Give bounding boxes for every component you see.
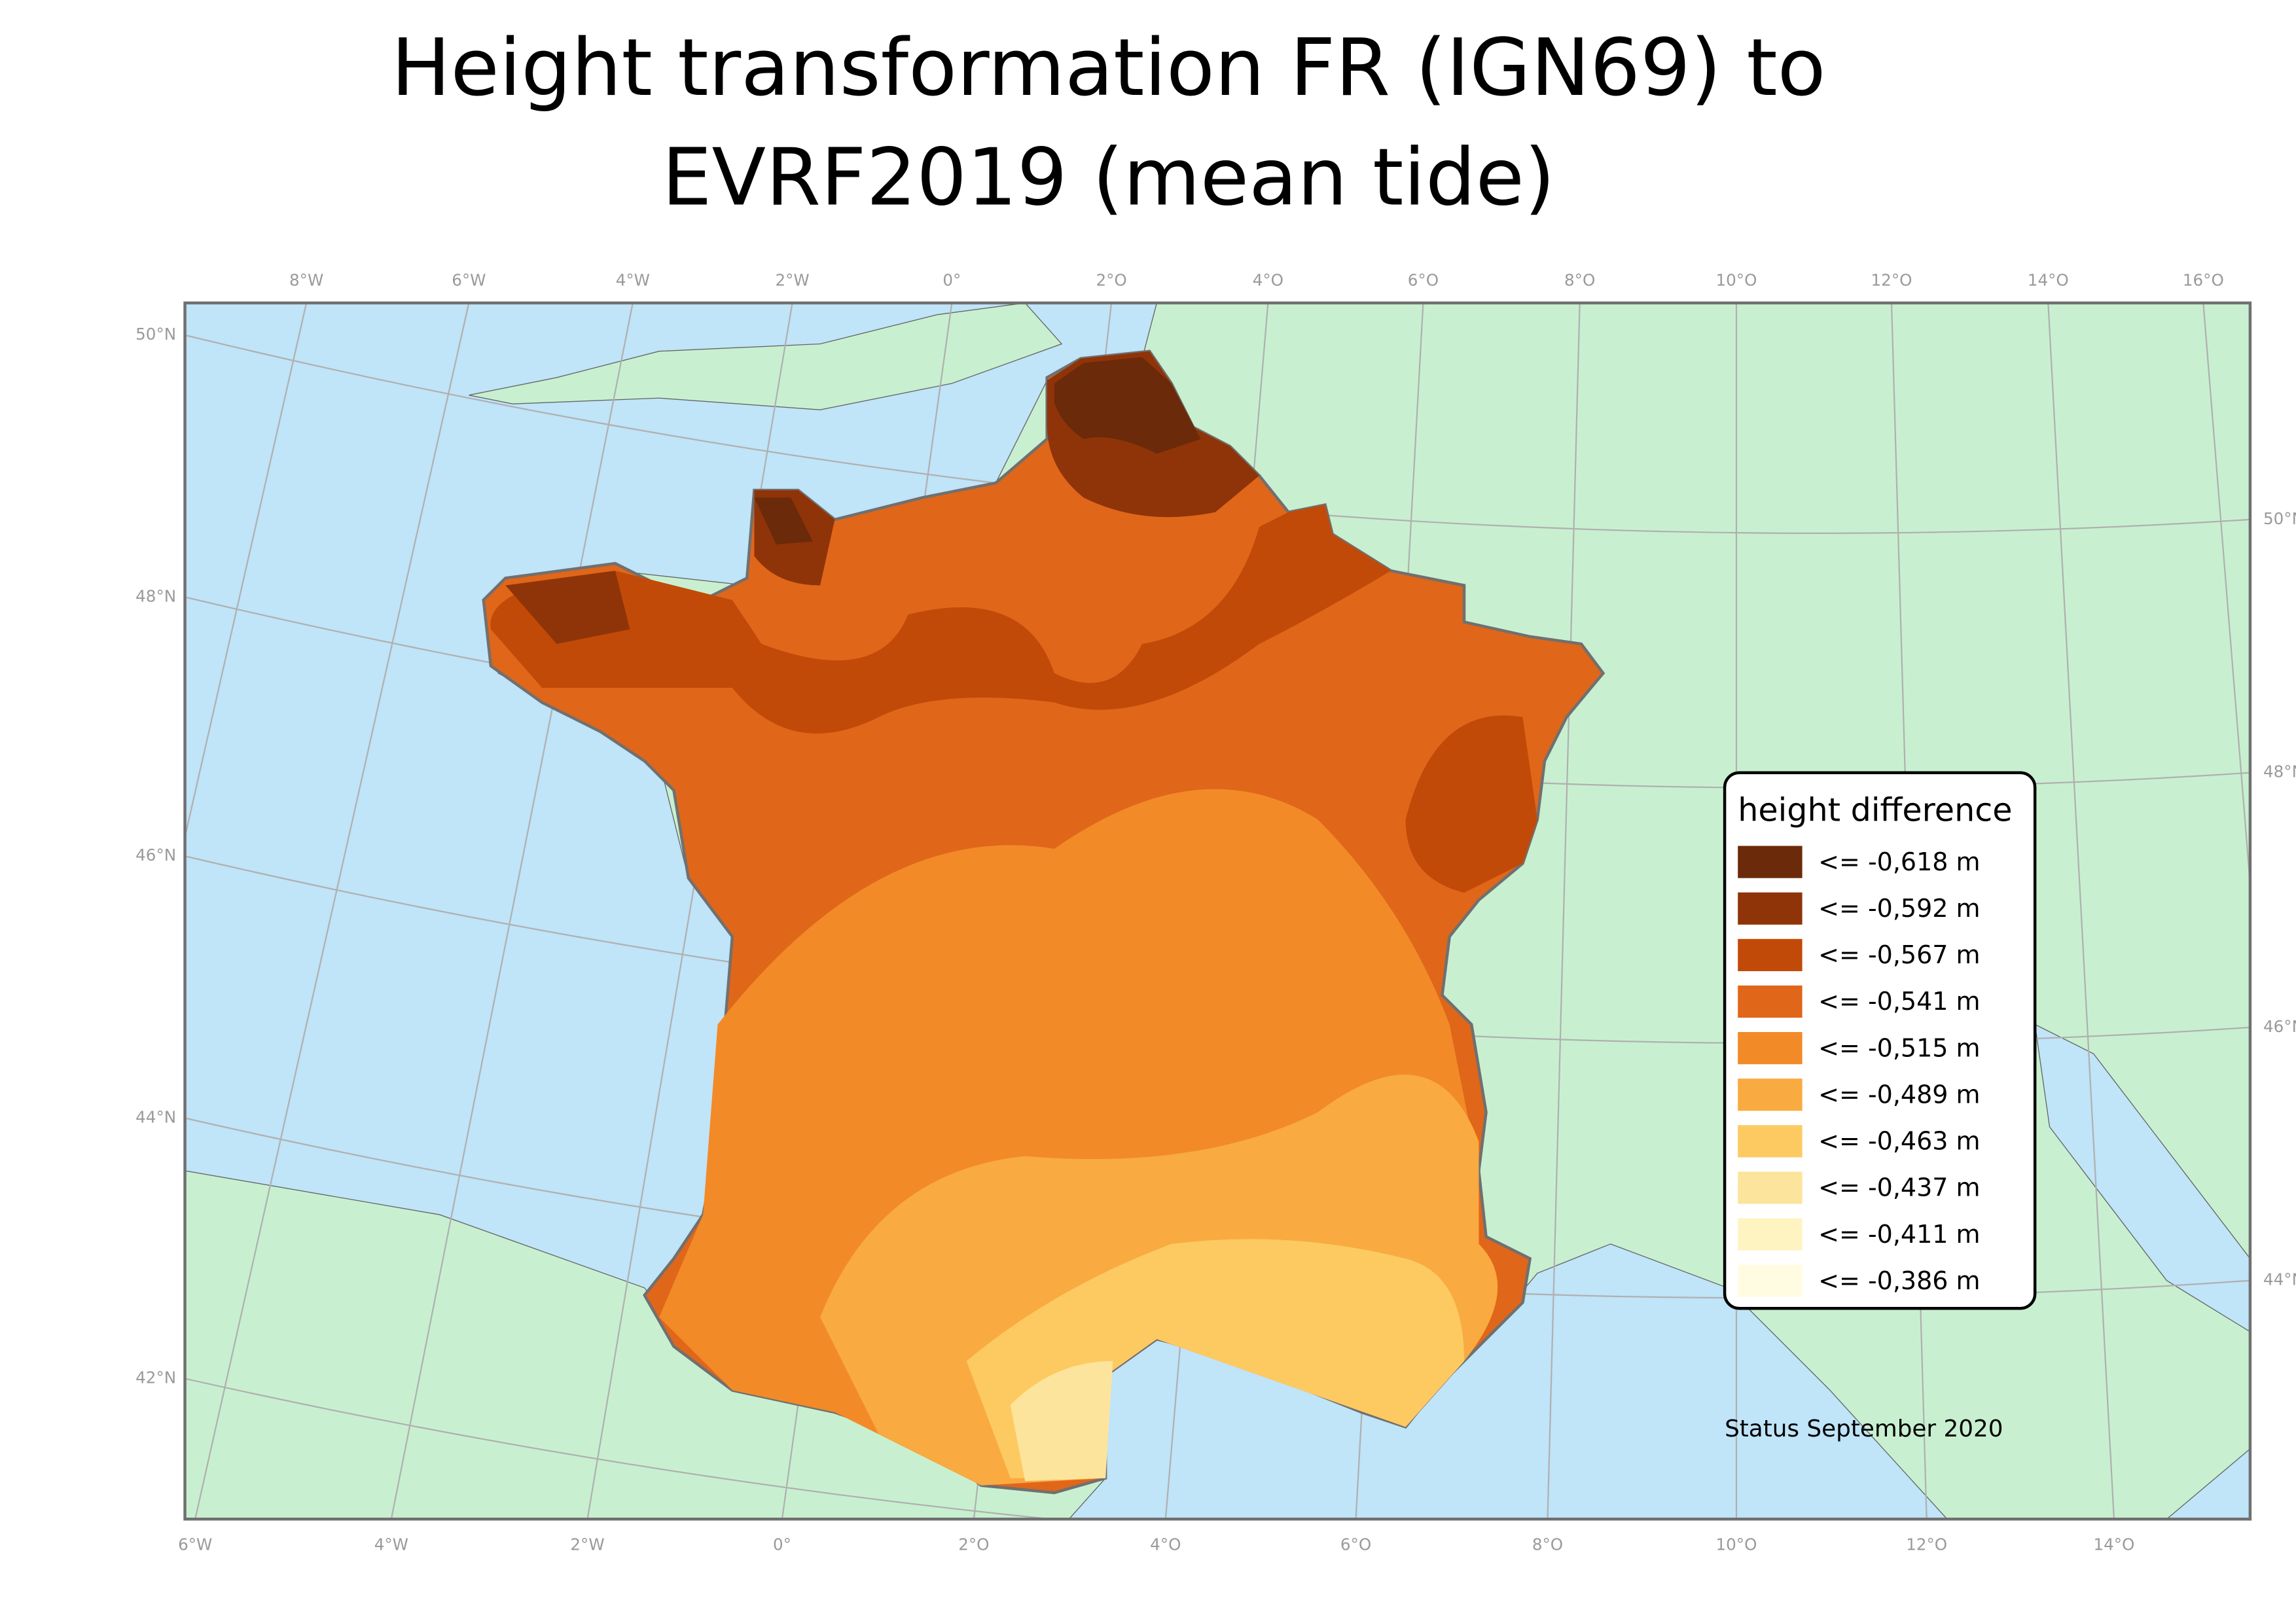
legend-label: <= -0,592 m — [1818, 894, 1980, 923]
graticule-label: 2°W — [570, 1535, 604, 1554]
graticule-label: 12°O — [1871, 270, 1912, 289]
graticule-label: 4°O — [1150, 1535, 1181, 1554]
legend-swatch — [1738, 846, 1803, 878]
graticule-label: 14°O — [2093, 1535, 2134, 1554]
graticule-label: 4°W — [616, 270, 650, 289]
graticule-label: 46°N — [2263, 1017, 2296, 1036]
graticule-label: 42°N — [135, 1368, 176, 1387]
graticule-label: 2°W — [775, 270, 809, 289]
legend-label: <= -0,437 m — [1818, 1173, 1980, 1202]
graticule-label: 10°O — [1716, 270, 1757, 289]
graticule-label: 44°N — [135, 1107, 176, 1126]
graticule-label: 8°O — [1564, 270, 1595, 289]
graticule-label: 0° — [773, 1535, 791, 1554]
map-frame — [183, 301, 2252, 1521]
legend-swatch — [1738, 1218, 1803, 1251]
adriatic-sea — [2034, 1024, 2250, 1332]
graticule-label: 6°O — [1408, 270, 1439, 289]
legend-label: <= -0,386 m — [1818, 1266, 1980, 1295]
status-note: Status September 2020 — [1725, 1416, 2003, 1442]
graticule-label: 14°O — [2028, 270, 2069, 289]
graticule-label: 8°O — [1532, 1535, 1563, 1554]
legend-label: <= -0,541 m — [1818, 987, 1980, 1016]
legend-swatch — [1738, 1032, 1803, 1065]
graticule-label: 48°N — [2263, 762, 2296, 781]
legend-label: <= -0,463 m — [1818, 1127, 1980, 1156]
graticule-label: 6°W — [178, 1535, 212, 1554]
legend-label: <= -0,618 m — [1818, 847, 1980, 876]
legend-label: <= -0,515 m — [1818, 1033, 1980, 1062]
graticule-label: 50°N — [135, 325, 176, 344]
graticule-label: 4°W — [374, 1535, 408, 1554]
legend-swatch — [1738, 1125, 1803, 1158]
graticule-label: 0° — [942, 270, 961, 289]
graticule-label: 4°O — [1253, 270, 1283, 289]
graticule-label: 46°N — [135, 846, 176, 865]
legend-swatch — [1738, 1171, 1803, 1204]
legend-label: <= -0,567 m — [1818, 940, 1980, 969]
legend-swatch — [1738, 985, 1803, 1018]
graticule-label: 16°O — [2183, 270, 2224, 289]
legend-swatch — [1738, 892, 1803, 925]
zone — [754, 357, 1201, 544]
title-line: Height transformation FR (IGN69) to — [391, 22, 1826, 114]
graticule-label: 50°N — [2263, 509, 2296, 528]
graticule-label: 10°O — [1716, 1535, 1757, 1554]
legend-label: <= -0,489 m — [1818, 1080, 1980, 1109]
legend-swatch — [1738, 1264, 1803, 1297]
graticule-label: 6°O — [1340, 1535, 1371, 1554]
graticule-label: 44°N — [2263, 1270, 2296, 1289]
legend-swatch — [1738, 1079, 1803, 1111]
graticule-label: 8°W — [289, 270, 323, 289]
zone — [490, 505, 1537, 893]
zone — [1010, 1361, 1113, 1482]
title-line: EVRF2019 (mean tide) — [662, 132, 1555, 224]
legend-title: height difference — [1738, 791, 2012, 829]
graticule-label: 6°W — [452, 270, 486, 289]
legend-label: <= -0,411 m — [1818, 1220, 1980, 1249]
graticule-label: 48°N — [135, 586, 176, 605]
graticule-label: 12°O — [1906, 1535, 1947, 1554]
graticule-label: 2°O — [958, 1535, 989, 1554]
legend-swatch — [1738, 938, 1803, 971]
graticule-label: 2°O — [1096, 270, 1126, 289]
